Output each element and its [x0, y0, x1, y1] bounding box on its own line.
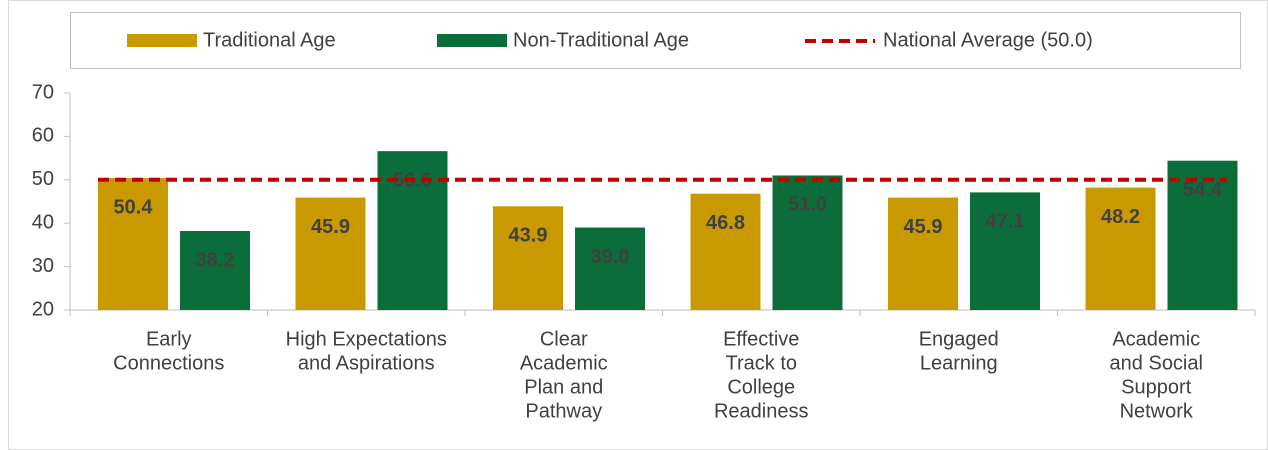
- data-label: 39.0: [591, 246, 630, 268]
- data-label: 47.1: [986, 211, 1025, 233]
- bar: [690, 193, 761, 310]
- y-tick-label: 50: [32, 168, 54, 190]
- y-tick-label: 30: [32, 255, 54, 277]
- chart-frame: [8, 0, 1268, 450]
- x-tick-label: Clear: [540, 328, 588, 350]
- x-tick-label: Learning: [920, 352, 998, 374]
- x-tick-label: Readiness: [714, 400, 809, 422]
- bar: [772, 175, 843, 310]
- x-tick-label: Pathway: [525, 400, 602, 422]
- data-label: 46.8: [706, 212, 745, 234]
- data-label: 54.4: [1183, 179, 1223, 201]
- legend-box: [70, 12, 1241, 69]
- bar: [575, 227, 645, 310]
- data-label: 38.2: [196, 249, 235, 271]
- x-tick-label: Connections: [113, 352, 224, 374]
- x-tick-label: Track to: [726, 352, 798, 374]
- x-tick-label: Support: [1121, 376, 1191, 398]
- data-label: 45.9: [311, 216, 350, 238]
- data-label: 45.9: [904, 216, 943, 238]
- legend-swatch: [127, 34, 197, 47]
- bar: [1167, 160, 1238, 310]
- x-tick-label: College: [727, 376, 795, 398]
- data-label: 51.0: [788, 194, 827, 216]
- y-tick-label: 20: [32, 298, 54, 320]
- bar: [493, 206, 563, 310]
- legend-label: National Average (50.0): [883, 29, 1093, 51]
- x-tick-label: Academic: [1112, 328, 1200, 350]
- x-tick-label: and Aspirations: [298, 352, 435, 374]
- y-tick-label: 70: [32, 81, 54, 103]
- x-tick-label: Academic: [520, 352, 608, 374]
- bar: [1085, 187, 1156, 310]
- data-label: 48.2: [1101, 206, 1140, 228]
- bar: [377, 151, 448, 310]
- bar: [970, 192, 1040, 310]
- x-tick-label: Plan and: [524, 376, 603, 398]
- x-tick-label: Effective: [723, 328, 799, 350]
- y-tick-label: 60: [32, 125, 54, 147]
- x-tick-label: Early: [146, 328, 192, 350]
- x-tick-label: Engaged: [919, 328, 999, 350]
- x-tick-label: Network: [1120, 400, 1194, 422]
- legend-swatch: [437, 34, 507, 47]
- bar: [888, 197, 958, 310]
- bar: [98, 178, 168, 310]
- legend-label: Non-Traditional Age: [513, 29, 689, 51]
- x-tick-label: and Social: [1110, 352, 1203, 374]
- bar: [180, 231, 250, 310]
- x-tick-label: High Expectations: [286, 328, 447, 350]
- legend-label: Traditional Age: [203, 29, 336, 51]
- data-label: 43.9: [509, 225, 548, 247]
- bar: [295, 197, 366, 310]
- y-tick-label: 40: [32, 211, 54, 233]
- data-label: 50.4: [114, 196, 154, 218]
